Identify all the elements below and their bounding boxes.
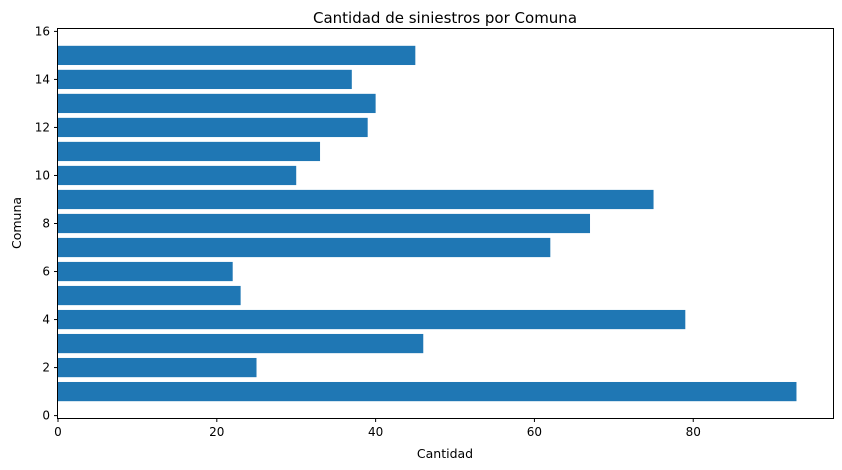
y-tick-label: 0 [42, 409, 50, 423]
y-axis-ticks: 0 2 4 6 8 10 12 14 16 [35, 24, 58, 423]
x-axis-ticks: 0 20 40 60 80 [54, 418, 701, 439]
bar-comuna-4 [58, 309, 686, 330]
bar-comuna-11 [58, 141, 321, 162]
y-tick-label: 8 [42, 217, 50, 231]
y-tick-label: 4 [42, 313, 50, 327]
y-tick-label: 10 [35, 168, 50, 182]
x-tick-label: 40 [368, 425, 383, 439]
bar-comuna-13 [58, 93, 376, 114]
y-tick-label: 2 [42, 361, 50, 375]
bar-comuna-14 [58, 69, 352, 90]
x-tick-label: 20 [209, 425, 224, 439]
x-tick-label: 0 [54, 425, 62, 439]
bar-comuna-6 [58, 261, 233, 282]
bar-comuna-10 [58, 165, 297, 186]
bar-comuna-5 [58, 285, 241, 306]
bar-comuna-7 [58, 237, 551, 258]
x-axis-label: Cantidad [417, 446, 473, 461]
y-tick-label: 6 [42, 265, 50, 279]
y-tick-label: 12 [35, 120, 50, 134]
y-axis-label: Comuna [9, 197, 24, 249]
bar-comuna-9 [58, 189, 654, 210]
y-tick-label: 14 [35, 72, 50, 86]
bar-comuna-1 [58, 381, 797, 402]
chart-title: Cantidad de siniestros por Comuna [313, 9, 577, 27]
x-tick-label: 80 [686, 425, 701, 439]
bar-comuna-15 [58, 45, 416, 66]
bar-comuna-2 [58, 357, 257, 378]
bars-group [58, 45, 797, 402]
y-tick-label: 16 [35, 24, 50, 38]
bar-comuna-3 [58, 333, 424, 354]
bar-comuna-12 [58, 117, 368, 138]
bar-comuna-8 [58, 213, 591, 234]
x-tick-label: 60 [527, 425, 542, 439]
